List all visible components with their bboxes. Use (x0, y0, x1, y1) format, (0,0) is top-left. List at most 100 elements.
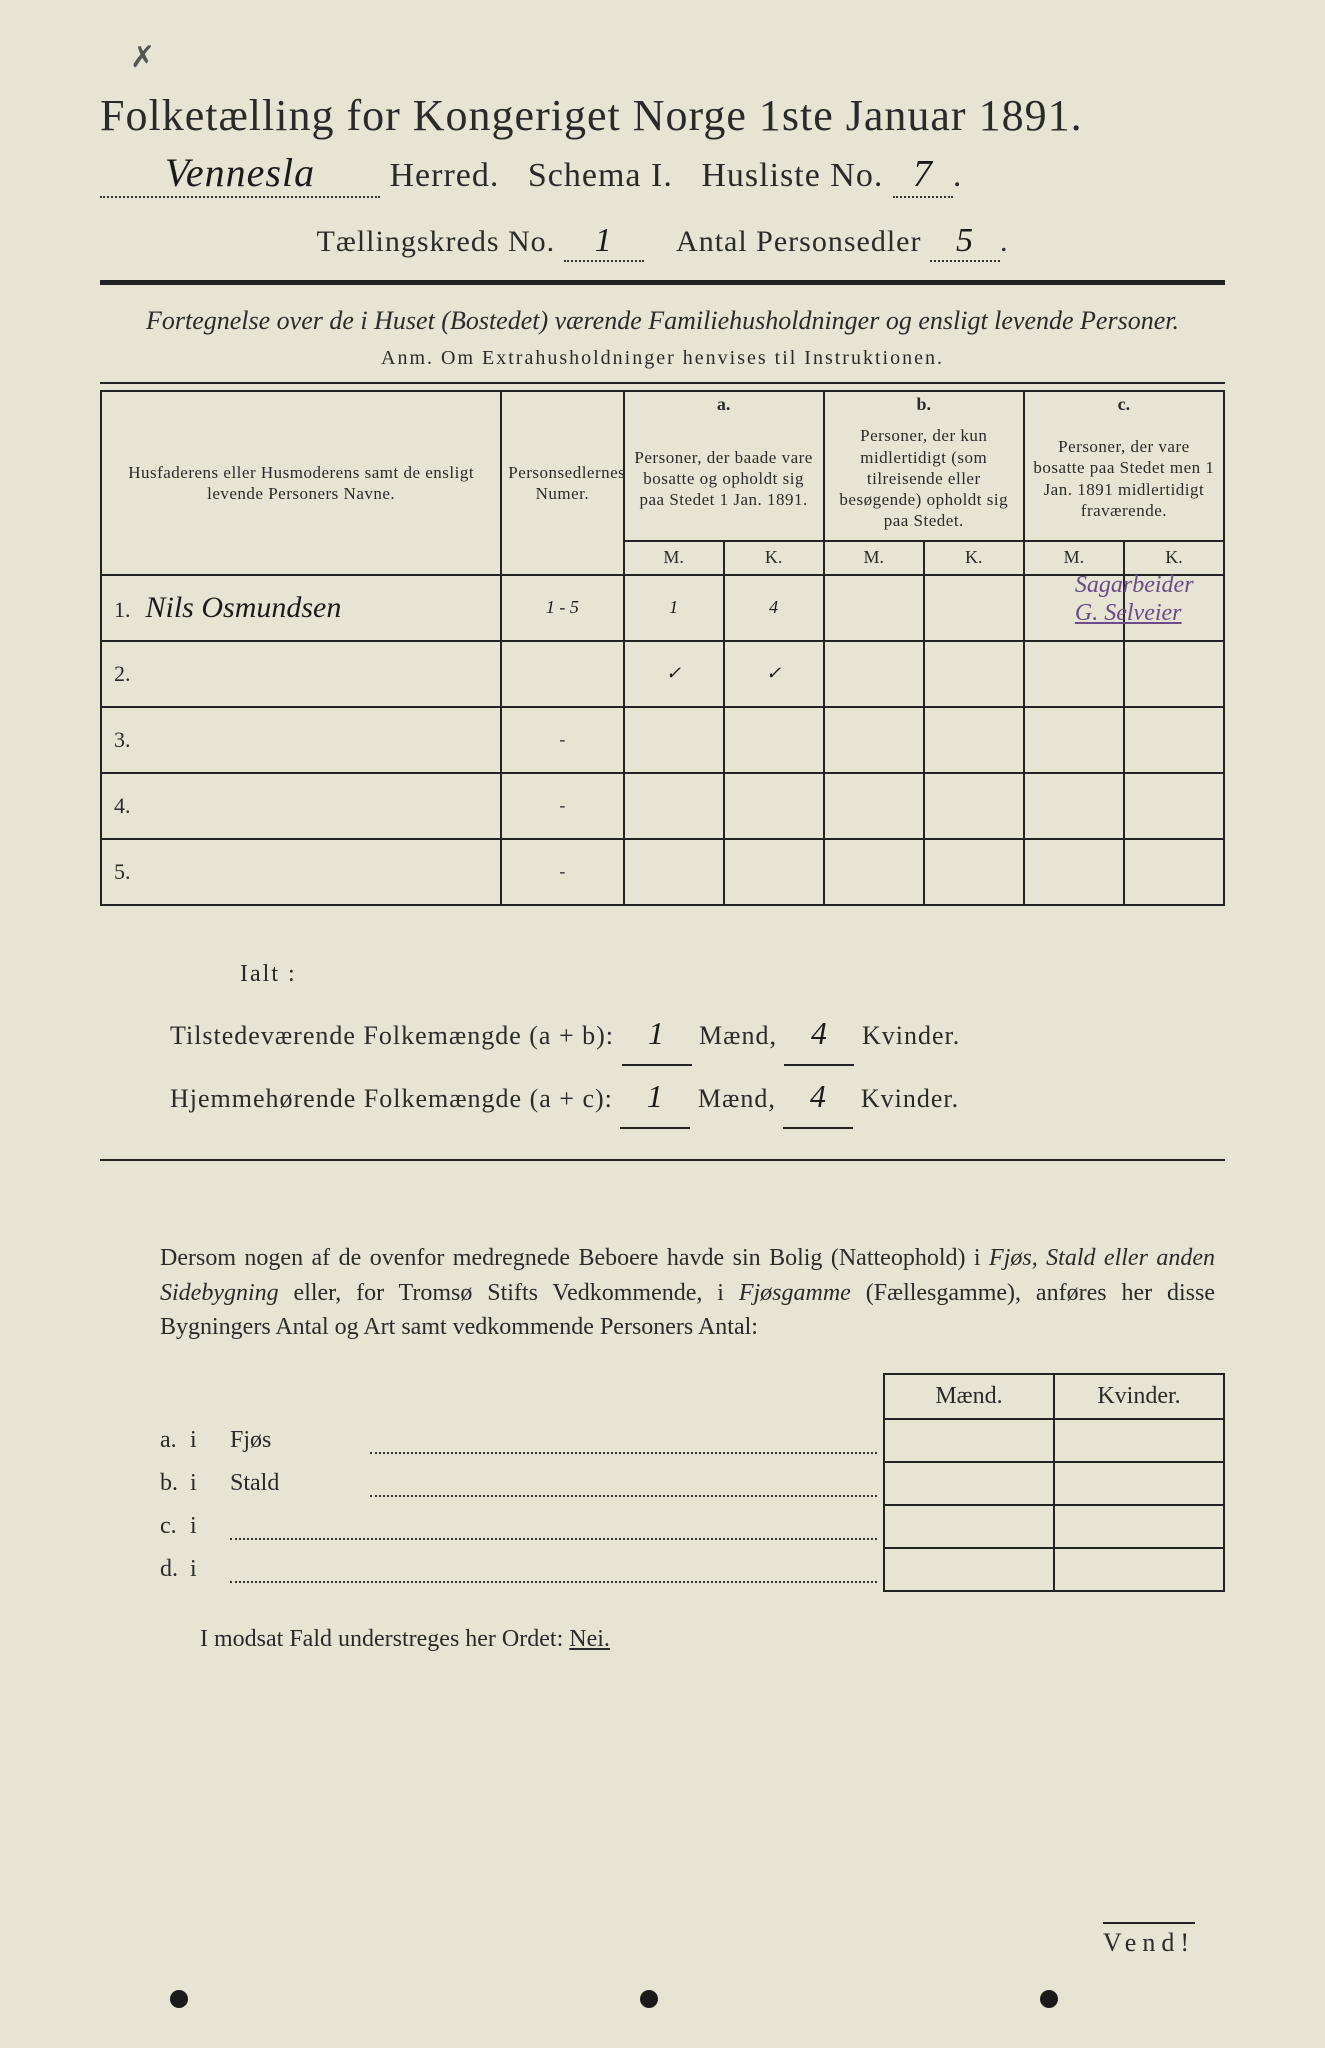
person-name: Nils Osmundsen (146, 591, 342, 624)
c-m-cell (1024, 839, 1124, 905)
tilstede-kvinder: 4 (784, 1003, 854, 1066)
hjemme-maend: 1 (620, 1066, 690, 1129)
a-k-cell (724, 839, 824, 905)
rule-3 (100, 1159, 1225, 1161)
bld-row: a. i Fjøs (100, 1419, 1224, 1462)
col-c-k: K. (1124, 541, 1224, 575)
rule-1 (100, 280, 1225, 285)
col-a-label: a. (624, 391, 824, 417)
hjemme-kvinder: 4 (783, 1066, 853, 1129)
b-m-cell (824, 707, 924, 773)
numer-cell: - (501, 773, 623, 839)
a-m-cell: 1 (624, 575, 724, 641)
b-k-cell (924, 773, 1024, 839)
margin-note-2: G. Selveier (1075, 600, 1182, 627)
ialt-label: Ialt : (240, 952, 1225, 998)
row-num: 5. (114, 859, 140, 885)
table-row: 2. ✓ ✓ (101, 641, 1224, 707)
hjemme-label: Hjemmehørende Folkemængde (a + c): (170, 1074, 613, 1123)
husliste-label: Husliste No. (701, 157, 883, 194)
punch-hole-icon (170, 1990, 188, 2008)
col-b-label: b. (824, 391, 1024, 417)
header-line-3: Tællingskreds No. 1 Antal Personsedler 5… (100, 222, 1225, 262)
totals-block: Ialt : Tilstedeværende Folkemængde (a + … (100, 952, 1225, 1129)
c-k-cell: Sagarbeider G. Selveier (1124, 575, 1224, 641)
a-m-cell: ✓ (624, 641, 724, 707)
numer-cell: - (501, 839, 623, 905)
c-k-cell (1124, 839, 1224, 905)
col-c-label: c. (1024, 391, 1224, 417)
a-m-cell (624, 707, 724, 773)
antal-label: Antal Personsedler (676, 225, 921, 258)
b-k-cell (924, 707, 1024, 773)
table-row: 5. - (101, 839, 1224, 905)
col-names-header: Husfaderens eller Husmoderens samt de en… (101, 391, 501, 574)
form-title: Folketælling for Kongeriget Norge 1ste J… (100, 90, 1225, 141)
bld-row: c. i (100, 1505, 1224, 1548)
c-m-cell (1024, 773, 1124, 839)
c-k-cell (1124, 773, 1224, 839)
table-row: 3. - (101, 707, 1224, 773)
census-form-page: ✗ Folketælling for Kongeriget Norge 1ste… (0, 0, 1325, 2048)
numer-cell: 1 - 5 (501, 575, 623, 641)
tilstede-maend: 1 (622, 1003, 692, 1066)
col-a-m: M. (624, 541, 724, 575)
bld-kvinder-header: Kvinder. (1054, 1374, 1224, 1419)
row-num: 4. (114, 793, 140, 819)
kreds-label: Tællingskreds No. (317, 225, 556, 258)
a-k-cell (724, 773, 824, 839)
household-table: Husfaderens eller Husmoderens samt de en… (100, 390, 1225, 905)
bld-row: d. i (100, 1548, 1224, 1591)
husliste-value: 7 (893, 152, 953, 198)
b-k-cell (924, 575, 1024, 641)
col-b-k: K. (924, 541, 1024, 575)
smudge-mark: ✗ (130, 40, 155, 75)
col-b-m: M. (824, 541, 924, 575)
c-m-cell (1024, 707, 1124, 773)
subtitle: Fortegnelse over de i Huset (Bostedet) v… (100, 303, 1225, 339)
antal-value: 5 (930, 222, 1000, 262)
table-row: 4. - (101, 773, 1224, 839)
col-c-header: Personer, der vare bosatte paa Stedet me… (1024, 417, 1224, 540)
rule-2 (100, 382, 1225, 384)
tilstede-label: Tilstedeværende Folkemængde (a + b): (170, 1011, 614, 1060)
nei-line: I modsat Fald understreges her Ordet: Ne… (100, 1626, 1225, 1653)
margin-note-1: Sagarbeider (1075, 572, 1194, 599)
row-num: 1. (114, 597, 140, 623)
buildings-table: Mænd. Kvinder. a. i Fjøs b. i Stald c. i… (100, 1373, 1225, 1592)
numer-cell (501, 641, 623, 707)
herred-value: Vennesla (100, 149, 380, 198)
a-k-cell: ✓ (724, 641, 824, 707)
c-m-cell (1024, 641, 1124, 707)
anm-note: Anm. Om Extrahusholdninger henvises til … (100, 347, 1225, 370)
punch-hole-icon (640, 1990, 658, 2008)
vend-label: Vend! (1103, 1922, 1195, 1958)
b-k-cell (924, 839, 1024, 905)
nei-word: Nei. (569, 1626, 610, 1652)
b-m-cell (824, 575, 924, 641)
punch-hole-icon (1040, 1990, 1058, 2008)
col-numer-header: Personsedlernes Numer. (501, 391, 623, 574)
a-m-cell (624, 839, 724, 905)
table-row: 1. Nils Osmundsen 1 - 5 1 4 Sagarbeider … (101, 575, 1224, 641)
a-k-cell: 4 (724, 575, 824, 641)
kvinder-label: Kvinder. (861, 1084, 959, 1113)
schema-label: Schema I. (528, 157, 673, 194)
bld-row: b. i Stald (100, 1462, 1224, 1505)
b-m-cell (824, 773, 924, 839)
herred-label: Herred. (390, 157, 500, 194)
buildings-paragraph: Dersom nogen af de ovenfor medregnede Be… (100, 1241, 1225, 1345)
b-k-cell (924, 641, 1024, 707)
maend-label: Mænd, (698, 1084, 776, 1113)
col-b-header: Personer, der kun midlertidigt (som tilr… (824, 417, 1024, 540)
a-m-cell (624, 773, 724, 839)
b-m-cell (824, 641, 924, 707)
header-line-2: Vennesla Herred. Schema I. Husliste No. … (100, 149, 1225, 198)
bld-maend-header: Mænd. (884, 1374, 1054, 1419)
col-a-header: Personer, der baade vare bosatte og opho… (624, 417, 824, 540)
numer-cell: - (501, 707, 623, 773)
c-k-cell (1124, 707, 1224, 773)
kreds-value: 1 (564, 222, 644, 262)
row-num: 2. (114, 661, 140, 687)
a-k-cell (724, 707, 824, 773)
